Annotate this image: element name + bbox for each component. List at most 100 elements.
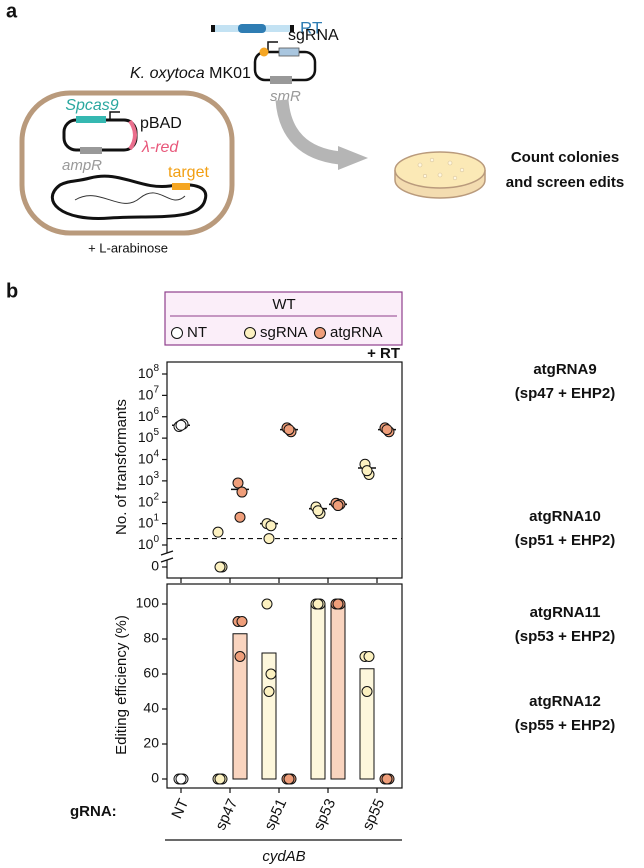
replicate-point [175, 773, 187, 785]
smr-segment [270, 76, 292, 84]
replicate-point [363, 651, 375, 662]
inducer: + L-arabinose [88, 240, 168, 255]
bar [330, 603, 346, 780]
bar [359, 668, 375, 780]
y-tick-exponent: 0 [153, 534, 159, 545]
replicate-point [361, 686, 373, 697]
y-tick-base: 10 [138, 472, 154, 488]
legend-title: WT [272, 296, 295, 313]
annotation-detail: (sp55 + EHP2) [515, 717, 615, 734]
sgrna-segment [278, 47, 300, 57]
axis-break-gap [162, 553, 172, 560]
replicate-point [234, 651, 246, 662]
annotation-name: atgRNA9 [533, 361, 596, 378]
legend-label: atgRNA [330, 324, 383, 341]
y-tick-exponent: 7 [153, 384, 159, 395]
pbad-label: pBAD [140, 115, 182, 132]
x-tick-label: NT [168, 796, 192, 821]
y-tick-label: 107 [138, 384, 160, 402]
y-tick-base: 10 [138, 386, 154, 402]
legend-marker [244, 327, 256, 339]
replicate-point [232, 477, 244, 489]
chromosome [50, 174, 208, 220]
y-tick-exponent: 8 [153, 363, 159, 374]
replicate-point [332, 598, 344, 610]
panel-label: b [6, 280, 18, 302]
y-tick-label: 60 [143, 665, 159, 681]
replicate-point [263, 686, 275, 697]
x-tick-label: sp55 [359, 796, 388, 833]
ampr-segment [80, 147, 102, 154]
target-label: target [168, 164, 209, 181]
axis-break [160, 557, 174, 563]
plasmid [62, 118, 138, 152]
target-segment [172, 183, 190, 190]
replicate-point [236, 486, 248, 498]
gene-label: cydAB [262, 848, 305, 865]
y-tick-exponent: 2 [153, 491, 159, 502]
replicate-point [361, 465, 373, 477]
y-tick-label: 100 [136, 595, 160, 611]
legend-box [164, 291, 403, 346]
lambda-segment [128, 119, 137, 151]
dish [394, 151, 486, 189]
y-tick-label: 105 [138, 427, 160, 445]
replicate-point [261, 598, 273, 610]
top-plot-frame [166, 361, 403, 579]
y-tick-label: 20 [143, 735, 159, 751]
annotation-detail: (sp53 + EHP2) [515, 628, 615, 645]
promoter [109, 111, 120, 120]
y-tick-base: 10 [138, 450, 154, 466]
chromosome-strand [74, 192, 186, 204]
bar [310, 603, 326, 780]
bar [261, 652, 277, 780]
replicate-point [332, 500, 344, 512]
y-tick-label: 0 [151, 558, 159, 574]
cell [19, 90, 235, 236]
replicate-point [212, 526, 224, 538]
annotation-detail: (sp51 + EHP2) [515, 532, 615, 549]
y-tick-label: 80 [143, 630, 159, 646]
legend-label: sgRNA [260, 324, 308, 341]
orange-element [259, 47, 269, 57]
ampr-label: ampR [62, 157, 102, 174]
arrow [275, 99, 341, 165]
replicate-point [234, 511, 246, 523]
rt-end [211, 25, 215, 32]
outcome: and screen edits [506, 174, 624, 191]
colonies [417, 157, 465, 181]
legend-label: NT [187, 324, 207, 341]
x-axis-label: gRNA: [70, 803, 117, 820]
annotation-detail: (sp47 + EHP2) [515, 385, 615, 402]
cas9-segment [76, 116, 106, 123]
y-tick-exponent: 3 [153, 470, 159, 481]
y-tick-label: 101 [138, 512, 160, 530]
y-tick-exponent: 5 [153, 427, 159, 438]
y-axis-label: Editing efficiency (%) [113, 615, 130, 755]
y-tick-label: 102 [138, 491, 160, 509]
y-tick-base: 10 [138, 429, 154, 445]
replicate-point [283, 773, 295, 785]
panel-label: a [6, 0, 18, 22]
y-tick-base: 10 [138, 493, 154, 509]
y-tick-label: 100 [138, 534, 160, 552]
rt-core [238, 24, 266, 33]
y-tick-exponent: 1 [153, 512, 159, 523]
strain: K. oxytoca MK01 [130, 65, 251, 82]
replicate-point [214, 773, 226, 785]
sgrna-label: sgRNA [288, 27, 339, 44]
outcome: Count colonies [511, 149, 619, 166]
strain-name: MK01 [209, 65, 251, 82]
replicate-point [214, 561, 226, 573]
y-tick-label: 103 [138, 470, 160, 488]
arrow-head [338, 146, 368, 170]
replicate-point [265, 668, 277, 680]
y-tick-label: 0 [151, 770, 159, 786]
replicate-point [381, 424, 393, 436]
y-tick-base: 10 [138, 536, 154, 552]
replicate-point [283, 424, 295, 436]
x-tick-label: sp53 [310, 796, 339, 833]
x-tick-label: sp51 [261, 796, 290, 833]
bar [232, 633, 248, 780]
replicate-point [175, 419, 187, 431]
